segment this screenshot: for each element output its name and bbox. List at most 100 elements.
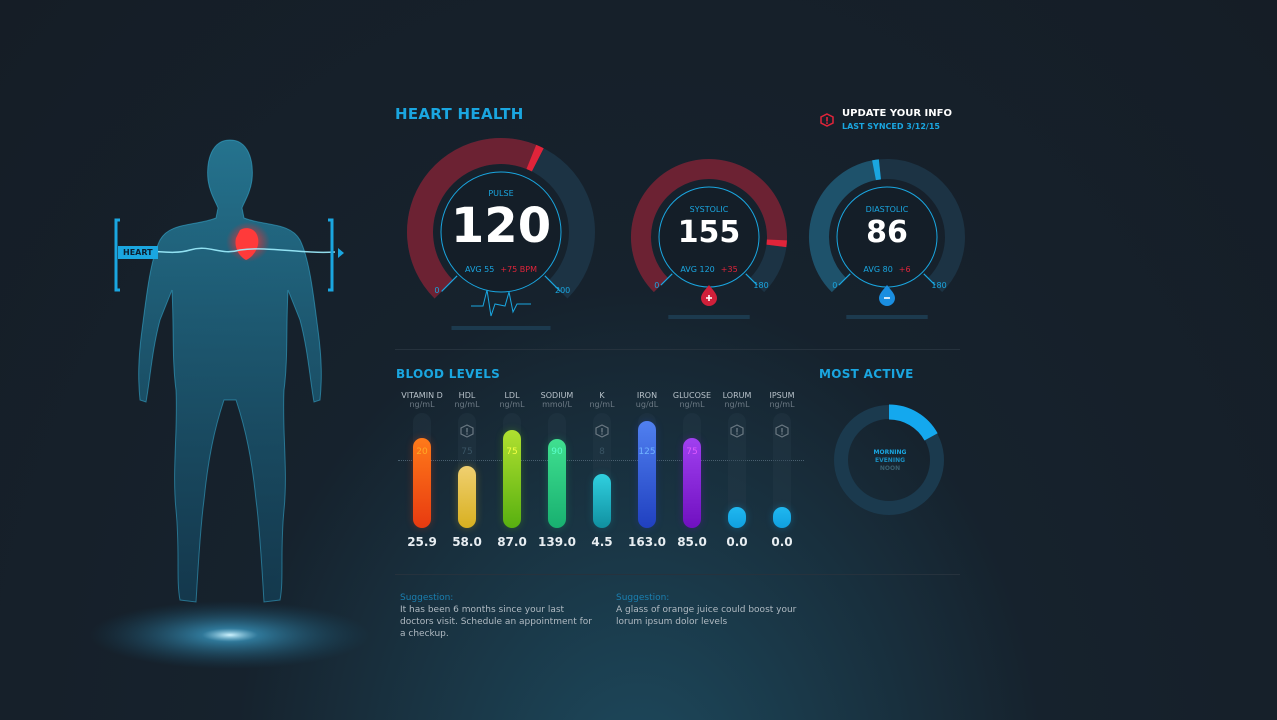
page-title: HEART HEALTH — [395, 105, 524, 123]
column-header: LORUM ng/mL — [707, 391, 767, 409]
bar-ldl[interactable] — [503, 430, 521, 528]
gauge-fill — [407, 138, 544, 299]
bar-lorum[interactable] — [728, 507, 746, 528]
gauge-avg: AVG 80 — [863, 264, 893, 274]
column-unit: ng/mL — [409, 400, 435, 409]
bar-track — [728, 413, 746, 528]
target-value: 90 — [551, 447, 563, 457]
measured-value: 87.0 — [497, 535, 527, 549]
column-unit: ug/dL — [635, 400, 659, 409]
bracket-left — [114, 218, 120, 292]
suggestion-text: It has been 6 months since your last doc… — [400, 605, 592, 639]
gauge-max: 200 — [555, 286, 571, 295]
gauge-min: 0 — [654, 281, 660, 291]
measured-value: 0.0 — [771, 535, 793, 549]
bar-vitamin-d[interactable] — [413, 437, 431, 528]
column-header: SODIUM mmol/L — [527, 391, 587, 409]
donut-legend: MORNING EVENING NOON — [850, 449, 930, 473]
gauge-avg-row: AVG 55 +75 BPM — [441, 265, 561, 274]
suggestion-text: A glass of orange juice could boost your… — [616, 605, 797, 627]
suggestion-2: Suggestion: A glass of orange juice could… — [616, 592, 806, 628]
gauge-tick — [544, 275, 561, 292]
update-title: UPDATE YOUR INFO — [842, 108, 952, 119]
floor-glow — [90, 601, 370, 669]
gauge-avg: AVG 55 — [465, 265, 495, 274]
ecg-icon — [471, 289, 531, 317]
gauge-tick — [838, 273, 851, 286]
target-value: 125 — [638, 447, 656, 457]
gauge-marker — [766, 239, 787, 248]
arrow-right-icon[interactable] — [338, 248, 344, 258]
suggestion-label: Suggestion: — [400, 593, 454, 603]
blood-drop-minus-icon — [879, 285, 895, 306]
column-name: GLUCOSE — [672, 391, 712, 400]
bar-hdl[interactable] — [458, 466, 476, 528]
warning-icon[interactable] — [595, 424, 609, 438]
measured-value: 25.9 — [407, 535, 437, 549]
gauge-avg-row: AVG 80 +6 — [827, 265, 947, 274]
gauge-value: 120 — [450, 198, 552, 255]
gauge-tick — [441, 275, 458, 292]
column-unit: ng/mL — [724, 400, 750, 409]
bar-ipsum[interactable] — [773, 507, 791, 528]
blood-levels-title: BLOOD LEVELS — [396, 367, 501, 381]
column-header: IRON ug/dL — [617, 391, 677, 409]
alert-icon — [820, 113, 834, 127]
column-unit: mmol/L — [542, 400, 572, 409]
measured-value: 58.0 — [452, 535, 482, 549]
warning-icon[interactable] — [730, 424, 744, 438]
gauge-tick — [660, 273, 673, 286]
gauge-value: 155 — [677, 215, 741, 251]
gauge-min: 0 — [832, 281, 838, 291]
column-name: LDL — [504, 391, 520, 400]
body-figure — [90, 139, 370, 669]
measured-value: 4.5 — [591, 535, 613, 549]
column-name: SODIUM — [540, 391, 574, 400]
warning-icon[interactable] — [775, 424, 789, 438]
column-name: IPSUM — [769, 391, 795, 400]
warning-icon[interactable] — [460, 424, 474, 438]
column-header: GLUCOSE ng/mL — [662, 391, 722, 409]
most-active-title: MOST ACTIVE — [819, 367, 914, 381]
last-synced: LAST SYNCED 3/12/15 — [842, 122, 940, 131]
gauge-label: PULSE — [488, 189, 514, 199]
column-unit: ng/mL — [679, 400, 705, 409]
gauge-marker — [872, 159, 882, 181]
target-value: 8 — [599, 447, 605, 457]
target-value: 75 — [506, 447, 518, 457]
measured-value: 139.0 — [538, 535, 576, 549]
bar-glucose[interactable] — [683, 437, 701, 528]
measured-value: 0.0 — [726, 535, 748, 549]
gauge-label: DIASTOLIC — [865, 205, 909, 215]
column-unit: ng/mL — [769, 400, 795, 409]
pulse-gauge — [407, 138, 595, 330]
bar-iron[interactable] — [638, 421, 656, 528]
gauge-fill — [631, 159, 787, 293]
systolic-gauge — [631, 159, 787, 319]
gauge-label: SYSTOLIC — [689, 205, 729, 215]
heart-label: HEART — [118, 246, 158, 259]
most-active-donut — [834, 404, 944, 515]
label-evening: EVENING — [874, 457, 906, 464]
diastolic-gauge — [809, 159, 965, 319]
target-value: 75 — [686, 447, 698, 457]
gauge-tick — [745, 273, 758, 286]
column-unit: ng/mL — [499, 400, 525, 409]
target-line — [398, 460, 804, 461]
gauge-min: 0 — [434, 286, 440, 295]
gauge-max: 180 — [753, 281, 769, 291]
suggestion-label: Suggestion: — [616, 593, 670, 603]
column-header: HDL ng/mL — [437, 391, 497, 409]
gauge-max: 180 — [931, 281, 947, 291]
gauge-avg-row: AVG 120 +35 — [649, 265, 769, 274]
bar-k[interactable] — [593, 474, 611, 528]
column-unit: ng/mL — [454, 400, 480, 409]
bar-sodium[interactable] — [548, 438, 566, 528]
gauge-fill — [809, 159, 882, 293]
column-name: VITAMIN D — [401, 391, 443, 400]
gauge-delta: +35 — [720, 264, 738, 274]
column-header: LDL ng/mL — [482, 391, 542, 409]
gauge-delta: +75 BPM — [500, 265, 537, 274]
measured-value: 163.0 — [628, 535, 666, 549]
